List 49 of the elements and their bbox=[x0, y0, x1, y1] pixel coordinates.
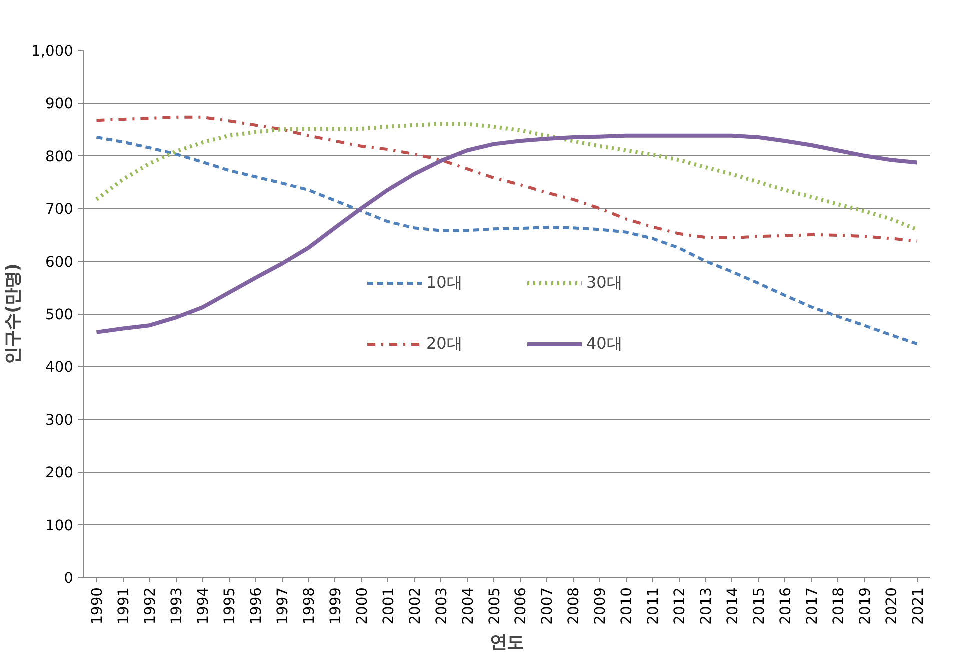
legend-label: 10대 bbox=[426, 272, 464, 294]
x-tick-label: 1990 bbox=[89, 587, 106, 625]
x-tick-label: 1996 bbox=[248, 587, 266, 625]
x-tick-label: 2013 bbox=[698, 587, 716, 625]
x-tick-label: 2006 bbox=[512, 587, 530, 625]
x-tick-label: 2020 bbox=[883, 587, 900, 625]
x-tick-label: 2011 bbox=[645, 587, 662, 625]
legend-label: 40대 bbox=[586, 334, 624, 354]
x-tick-label: 2002 bbox=[406, 587, 424, 625]
y-tick-label: 100 bbox=[46, 517, 74, 534]
legend-label: 30대 bbox=[586, 272, 624, 294]
x-tick-label: 2014 bbox=[724, 587, 742, 625]
y-tick-label: 200 bbox=[46, 464, 74, 482]
legend-label: 20대 bbox=[426, 334, 464, 354]
x-tick-label: 1992 bbox=[142, 587, 160, 625]
x-tick-label: 2000 bbox=[354, 587, 371, 625]
y-tick-label: 1,000 bbox=[32, 43, 74, 60]
x-tick-label: 2015 bbox=[750, 587, 768, 625]
x-tick-label: 2017 bbox=[804, 587, 821, 625]
x-tick-label: 2004 bbox=[460, 587, 477, 625]
x-tick-label: 1993 bbox=[168, 587, 186, 625]
x-tick-label: 1995 bbox=[222, 587, 239, 625]
x-tick-label: 2007 bbox=[539, 587, 556, 625]
x-tick-label: 2009 bbox=[592, 587, 610, 625]
y-tick-label: 400 bbox=[46, 359, 74, 376]
x-axis-title: 연도 bbox=[490, 632, 524, 653]
x-tick-label: 2012 bbox=[672, 587, 689, 625]
x-tick-label: 1999 bbox=[327, 587, 344, 625]
x-tick-label: 2019 bbox=[856, 587, 874, 625]
x-tick-label: 2008 bbox=[566, 587, 583, 625]
y-tick-label: 600 bbox=[46, 254, 74, 271]
y-tick-label: 900 bbox=[46, 96, 74, 113]
y-tick-label: 300 bbox=[46, 412, 74, 429]
x-tick-label: 2001 bbox=[380, 587, 398, 625]
x-tick-label: 2016 bbox=[777, 587, 794, 625]
x-tick-label: 2003 bbox=[433, 587, 450, 625]
x-tick-label: 1994 bbox=[195, 587, 212, 625]
x-tick-label: 2005 bbox=[486, 587, 504, 625]
x-tick-label: 2021 bbox=[910, 587, 927, 625]
y-tick-label: 800 bbox=[46, 148, 74, 166]
y-tick-label: 500 bbox=[46, 306, 74, 324]
x-tick-label: 2010 bbox=[618, 587, 636, 625]
x-tick-label: 2018 bbox=[830, 587, 848, 625]
x-tick-label: 1991 bbox=[116, 587, 133, 625]
y-tick-label: 700 bbox=[46, 201, 74, 218]
x-tick-label: 1998 bbox=[300, 587, 318, 625]
x-tick-label: 1997 bbox=[274, 587, 292, 625]
y-tick-label: 0 bbox=[64, 570, 74, 587]
y-axis-title: 인구수(만명) bbox=[4, 264, 24, 364]
